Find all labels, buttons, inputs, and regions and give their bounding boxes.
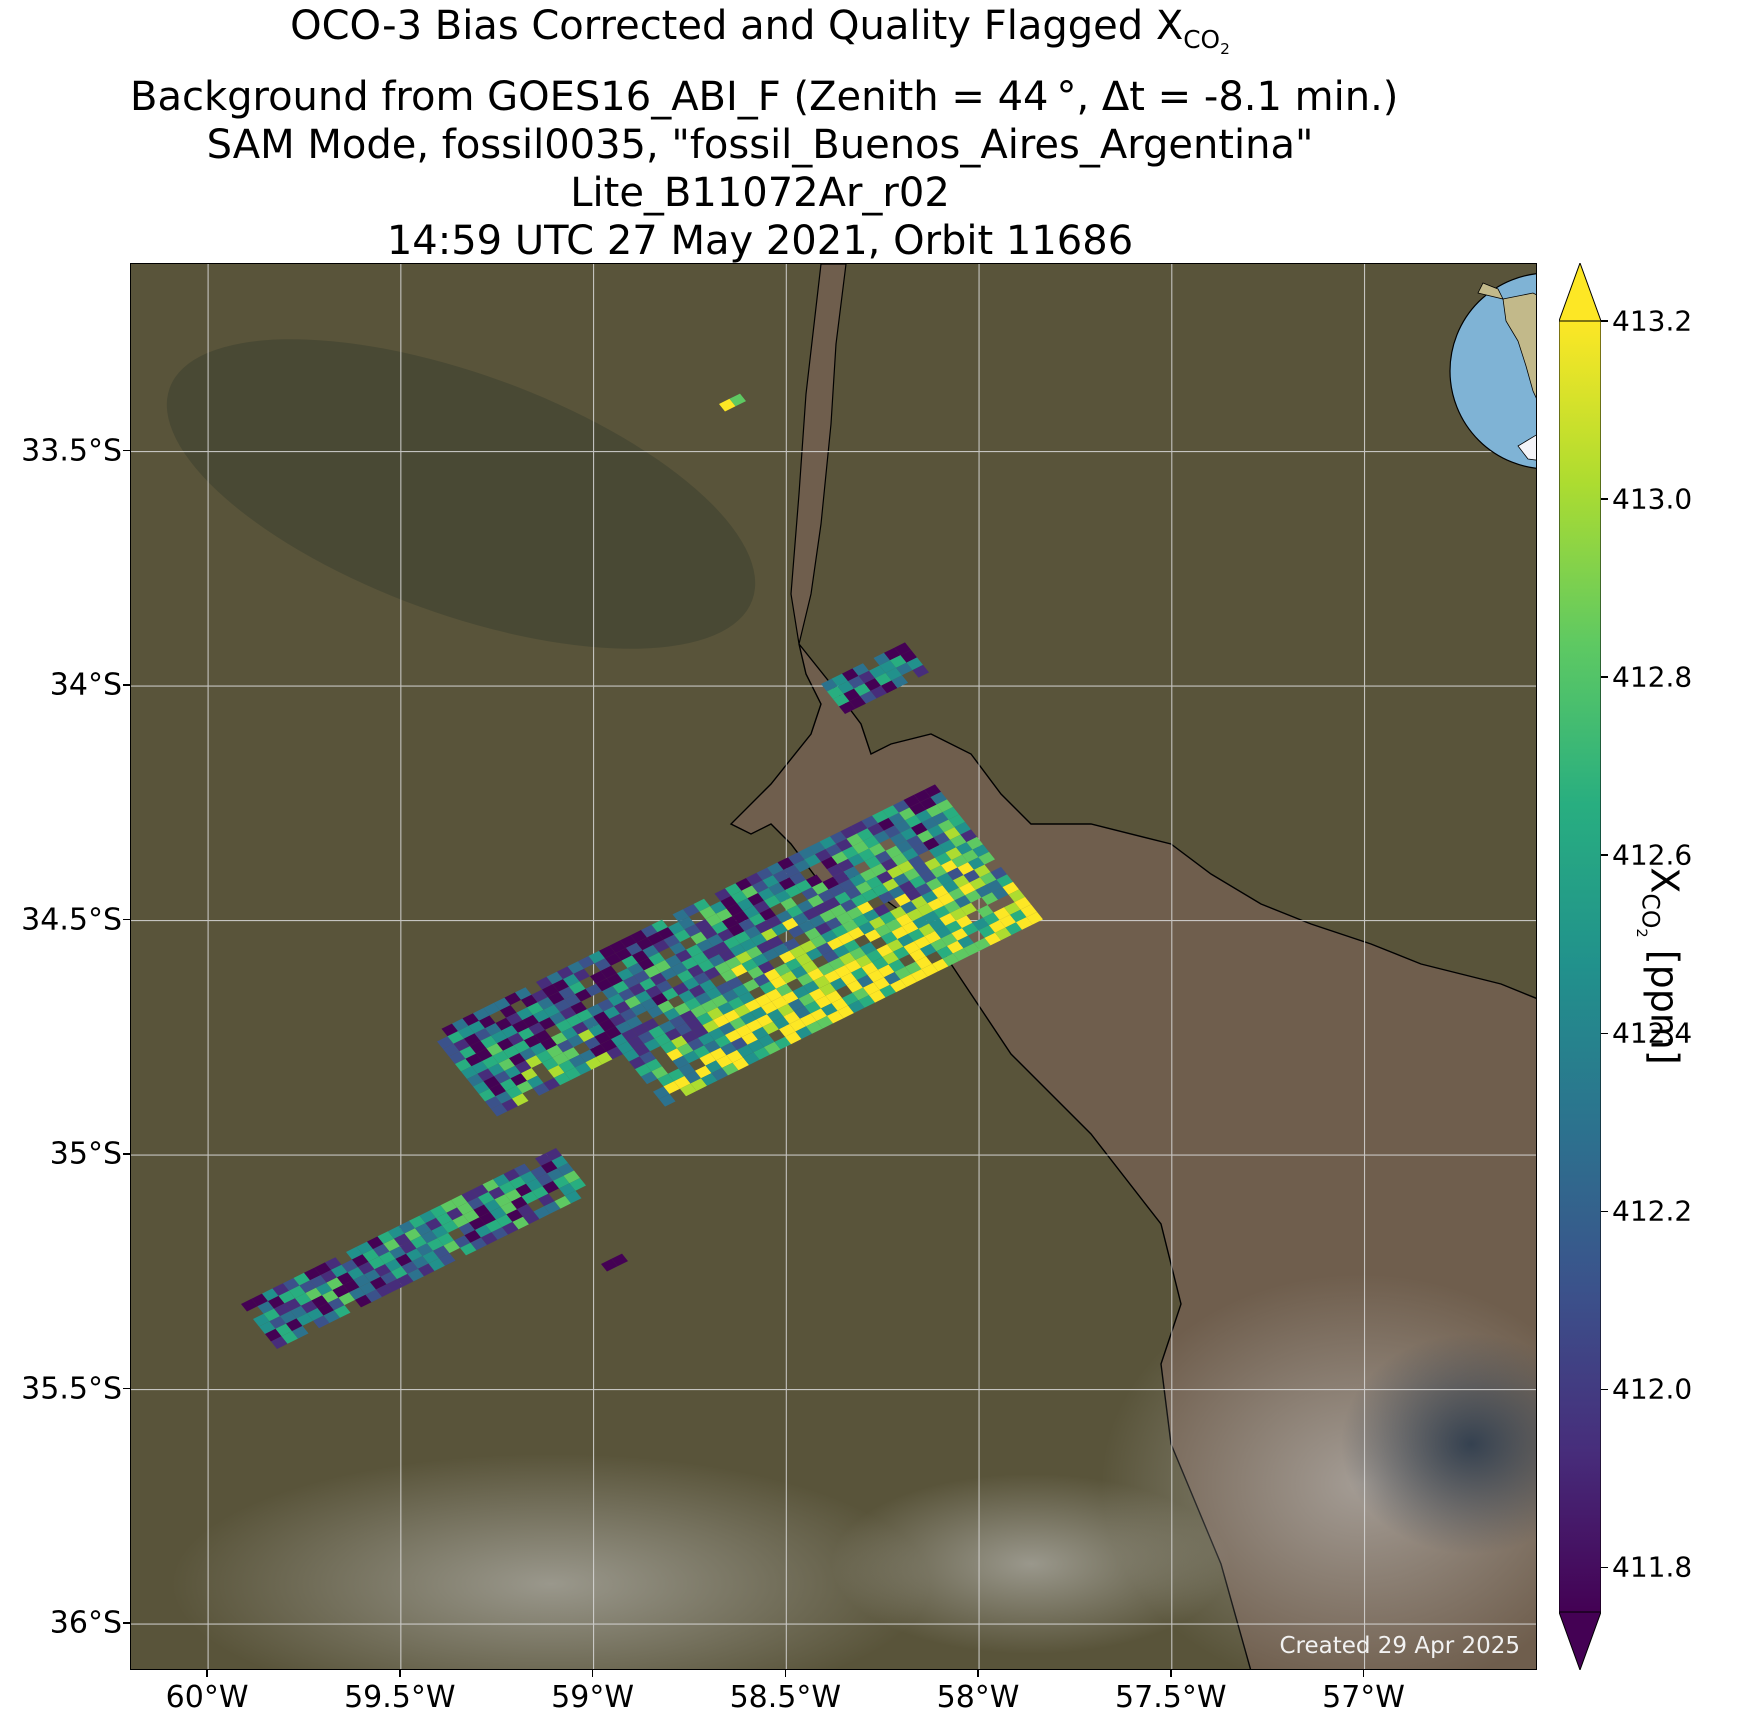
longitude-tick-mark [399,1670,401,1677]
title-line-3: SAM Mode, fossil0035, "fossil_Buenos_Air… [130,121,1390,169]
longitude-tick-label: 58.5°W [730,1680,841,1715]
longitude-tick-mark [1363,1670,1365,1677]
title-line-4: Lite_B11072Ar_r02 [130,169,1390,217]
colorbar-tick-label: 413.2 [1612,305,1692,338]
longitude-tick-mark [592,1670,594,1677]
longitude-tick-mark [785,1670,787,1677]
longitude-tick-mark [977,1670,979,1677]
colorbar-tick-mark [1601,854,1608,856]
longitude-tick-label: 57°W [1322,1680,1405,1715]
colorbar [1559,263,1601,1670]
title-line-1: OCO-3 Bias Corrected and Quality Flagged… [130,2,1390,73]
colorbar-tick-label: 412.8 [1612,661,1692,694]
latitude-tick-mark [123,450,130,452]
colorbar-tick-mark [1601,1033,1608,1035]
latitude-tick-label: 34.5°S [0,902,122,937]
latitude-tick-label: 34°S [0,668,122,703]
colorbar-extend-bottom [1559,1612,1601,1670]
latitude-tick-label: 33.5°S [0,433,122,468]
longitude-tick-mark [206,1670,208,1677]
colorbar-tick-label: 413.0 [1612,483,1692,516]
colorbar-label: XCO2 [ppm] [1633,867,1686,1064]
latitude-tick-label: 35°S [0,1137,122,1172]
map-canvas [131,264,1537,1670]
longitude-tick-label: 59.5°W [344,1680,455,1715]
latitude-tick-mark [123,1153,130,1155]
inset-globe: ★ [1448,271,1537,471]
colorbar-tick-mark [1601,498,1608,500]
colorbar-extend-top [1559,263,1601,321]
colorbar-body [1559,321,1601,1612]
longitude-tick-mark [1170,1670,1172,1677]
title-line-5: 14:59 UTC 27 May 2021, Orbit 11686 [130,217,1390,265]
colorbar-tick-mark [1601,320,1608,322]
latitude-tick-mark [123,1622,130,1624]
latitude-tick-label: 36°S [0,1606,122,1641]
colorbar-tick-label: 411.8 [1612,1551,1692,1584]
longitude-tick-label: 60°W [166,1680,249,1715]
colorbar-tick-mark [1601,1389,1608,1391]
map-panel: Created 29 Apr 2025 ★ [130,263,1537,1670]
latitude-tick-mark [123,919,130,921]
longitude-tick-label: 59°W [551,1680,634,1715]
longitude-tick-label: 58°W [937,1680,1020,1715]
colorbar-tick-label: 412.0 [1612,1373,1692,1406]
cloud-band [831,1474,1231,1654]
colorbar-tick-label: 412.2 [1612,1195,1692,1228]
latitude-tick-mark [123,684,130,686]
colorbar-tick-mark [1601,1567,1608,1569]
latitude-tick-label: 35.5°S [0,1371,122,1406]
colorbar-tick-mark [1601,1211,1608,1213]
created-label: Created 29 Apr 2025 [1279,1633,1520,1659]
figure-title: OCO-3 Bias Corrected and Quality Flagged… [130,2,1390,265]
latitude-tick-mark [123,1388,130,1390]
title-line-2: Background from GOES16_ABI_F (Zenith = 4… [130,73,1390,121]
colorbar-tick-mark [1601,676,1608,678]
longitude-tick-label: 57.5°W [1115,1680,1226,1715]
